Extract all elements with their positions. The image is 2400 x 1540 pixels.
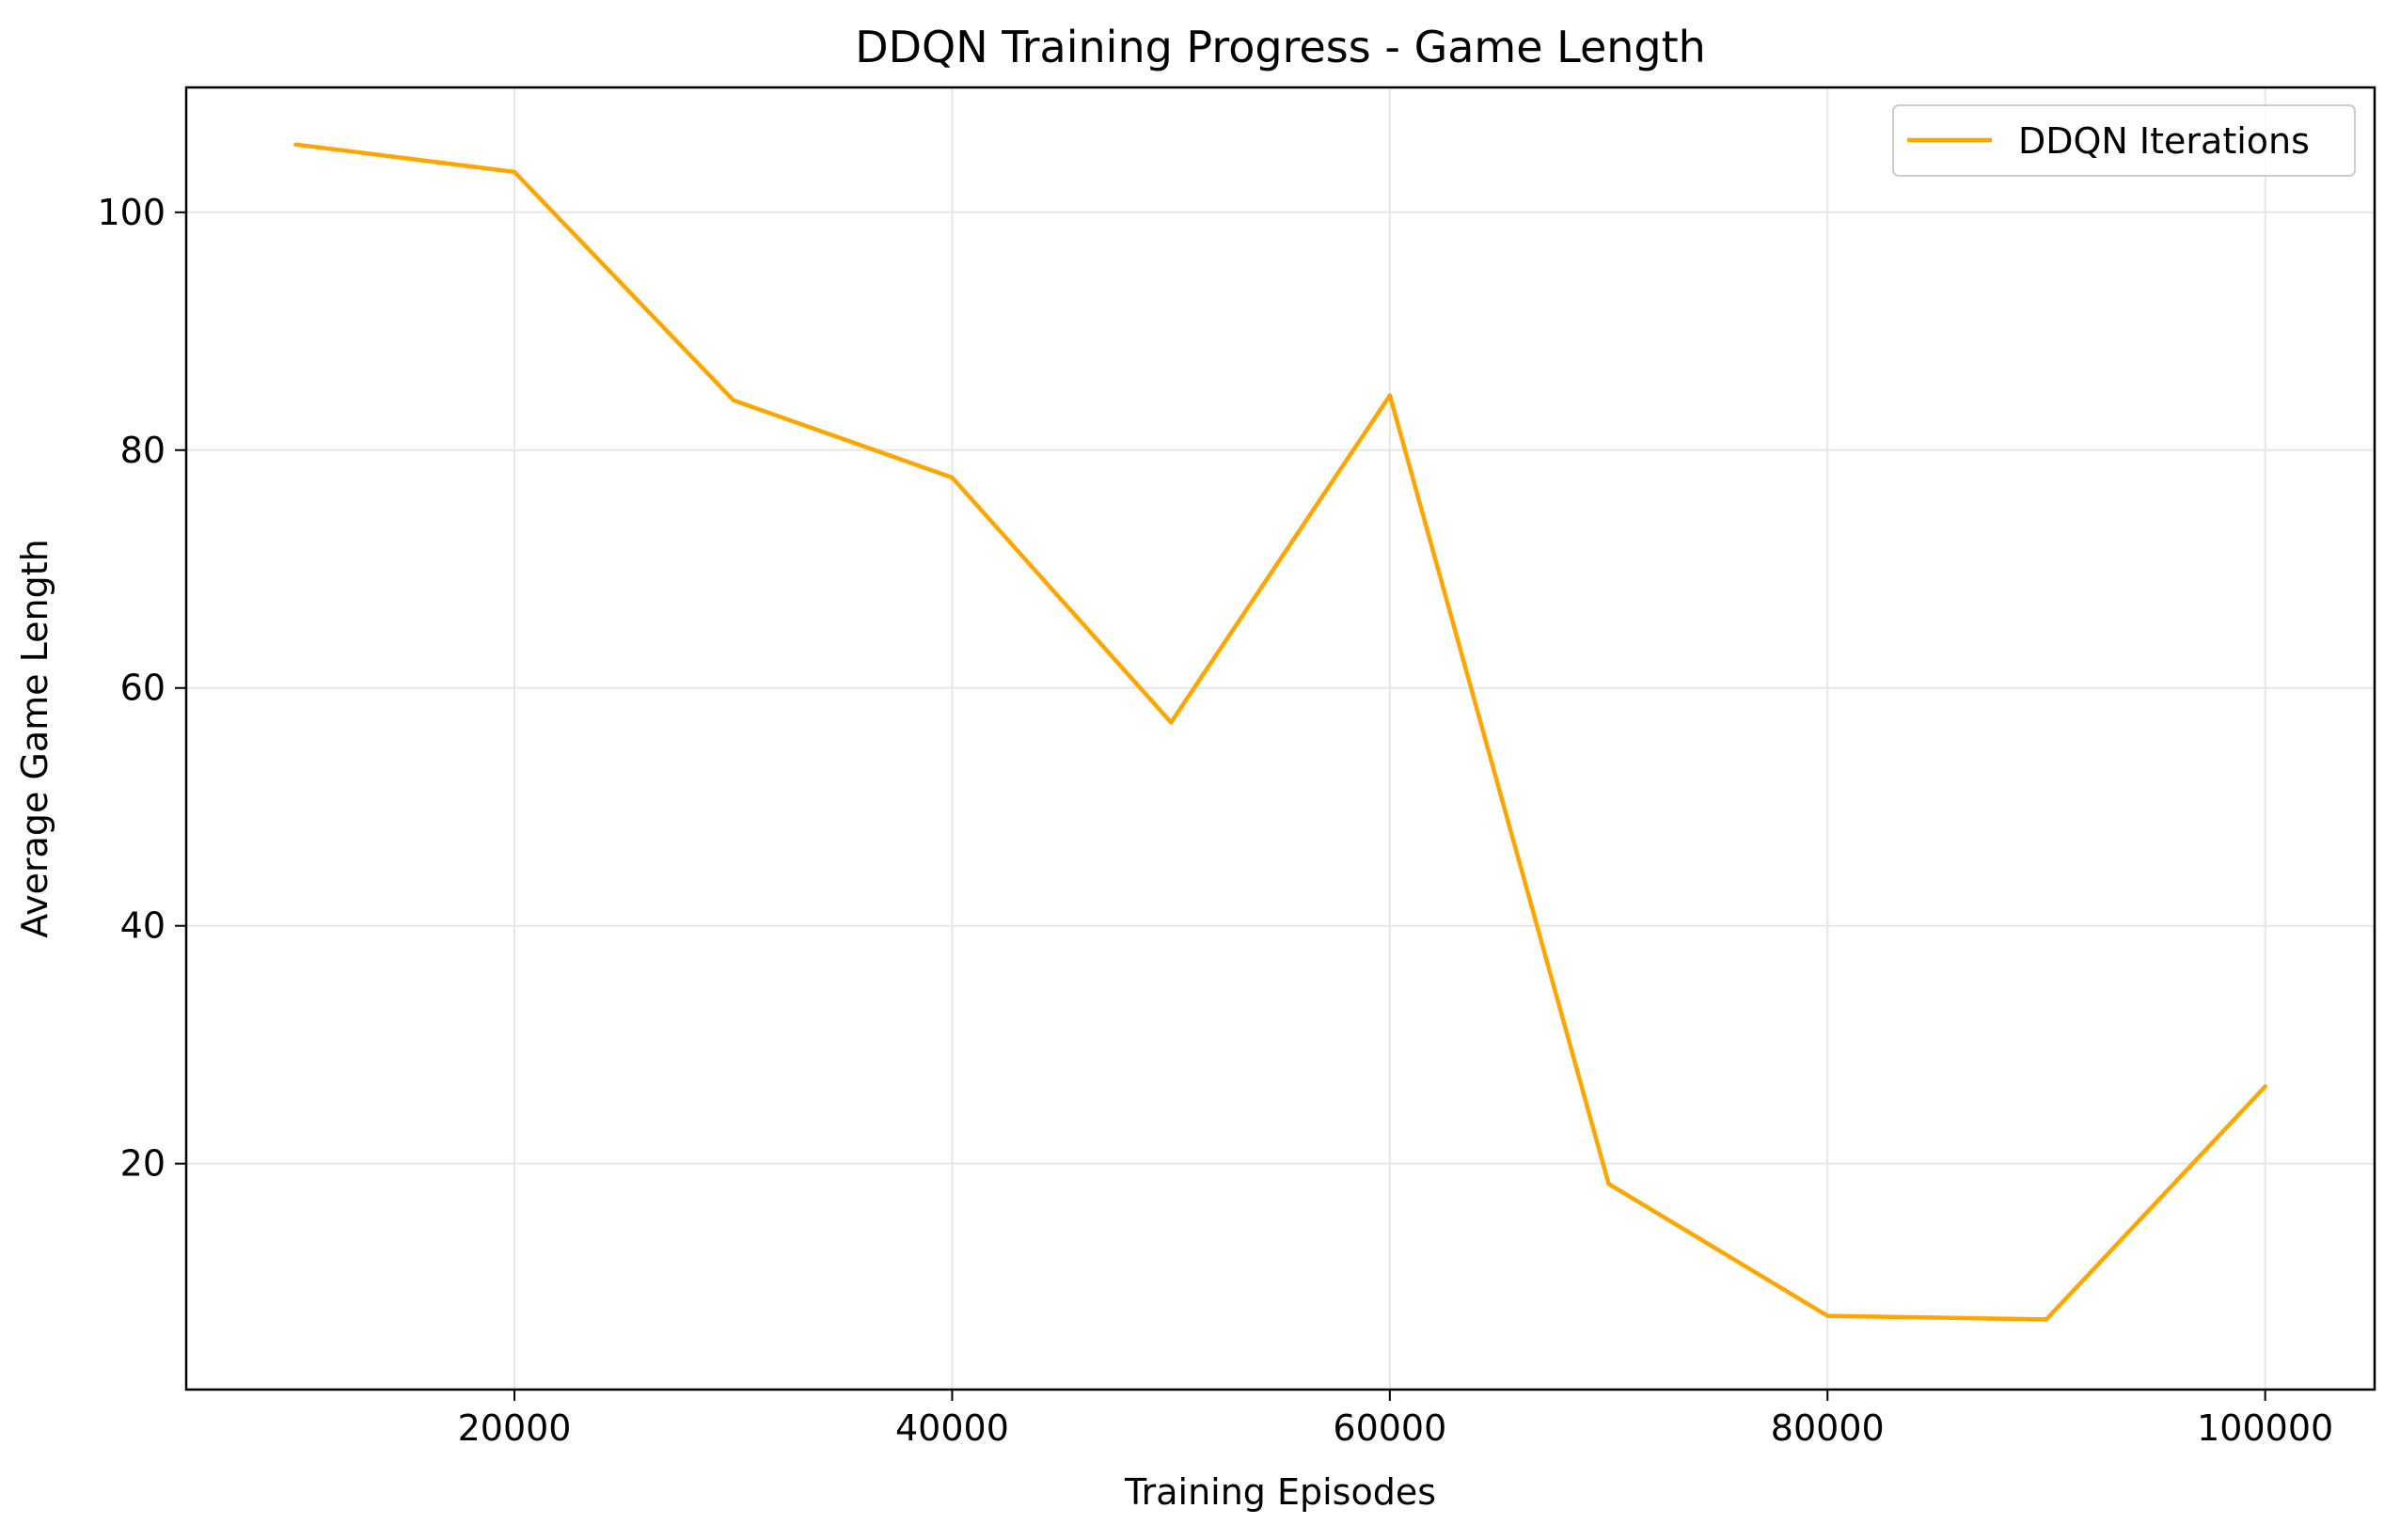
chart-title: DDQN Training Progress - Game Length bbox=[855, 22, 1706, 72]
series-layer bbox=[293, 142, 2267, 1322]
x-tick-label: 100000 bbox=[2197, 1407, 2333, 1449]
data-point bbox=[1825, 1313, 1830, 1318]
x-axis-label: Training Episodes bbox=[1124, 1471, 1436, 1513]
data-point bbox=[1168, 720, 1174, 725]
data-point bbox=[1606, 1181, 1611, 1186]
data-point bbox=[2263, 1084, 2267, 1089]
x-tick-label: 80000 bbox=[1771, 1407, 1885, 1449]
axis-ticks: 20000 40000 60000 80000 100000 20 40 60 80 100 bbox=[97, 192, 2333, 1449]
data-point bbox=[512, 169, 517, 175]
y-axis-label: Average Game Length bbox=[14, 539, 55, 937]
x-tick-label: 20000 bbox=[458, 1407, 572, 1449]
series-line bbox=[295, 142, 2267, 1322]
data-point bbox=[950, 475, 955, 480]
legend-box bbox=[1892, 104, 2356, 177]
legend: DDQN Iterations bbox=[1892, 104, 2356, 177]
data-point bbox=[1387, 393, 1393, 398]
data-point bbox=[731, 398, 735, 402]
plot-frame bbox=[184, 86, 2376, 1391]
y-tick-label: 80 bbox=[120, 430, 166, 471]
x-tick-label: 60000 bbox=[1333, 1407, 1446, 1449]
legend-label: DDQN Iterations bbox=[2018, 120, 2310, 162]
y-tick-label: 20 bbox=[120, 1143, 166, 1185]
grid bbox=[186, 87, 2375, 1390]
y-tick-label: 100 bbox=[97, 192, 166, 233]
y-tick-label: 60 bbox=[120, 668, 166, 709]
data-point bbox=[2044, 1317, 2049, 1322]
y-tick-label: 40 bbox=[120, 905, 166, 947]
data-point bbox=[293, 142, 298, 147]
x-tick-label: 40000 bbox=[895, 1407, 1009, 1449]
